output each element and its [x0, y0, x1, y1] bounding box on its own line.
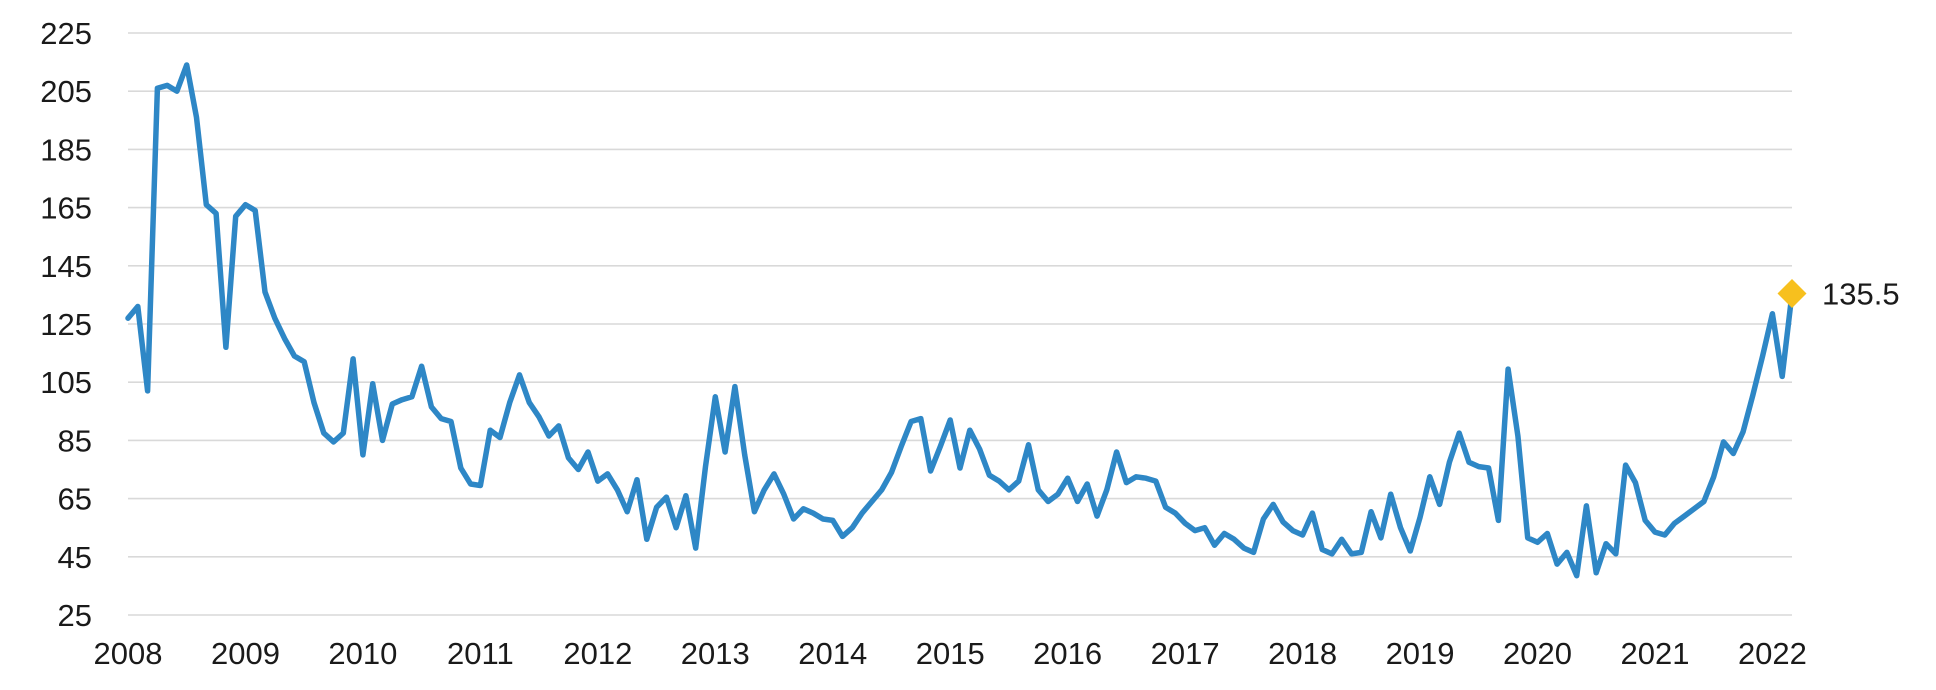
x-tick-label: 2015 [916, 636, 985, 671]
last-value-diamond-marker [1777, 278, 1807, 308]
x-tick-label: 2022 [1738, 636, 1807, 671]
y-tick-label: 185 [40, 132, 92, 167]
y-tick-label: 225 [40, 16, 92, 51]
x-tick-label: 2011 [447, 636, 514, 671]
x-tick-label: 2010 [328, 636, 397, 671]
y-axis-labels: 25 45 65 85 105 125 145 165 185 205 225 [40, 16, 92, 633]
x-tick-label: 2018 [1268, 636, 1337, 671]
series-layer [125, 62, 1795, 579]
gridlines-layer [128, 32, 1792, 616]
y-tick-label: 45 [58, 540, 92, 575]
y-tick-label: 65 [58, 482, 92, 517]
x-axis-labels: 2008 2009 2010 2011 2012 2013 2014 2015 2016 2017… [94, 636, 1807, 671]
x-tick-label: 2020 [1503, 636, 1572, 671]
x-tick-label: 2012 [563, 636, 632, 671]
y-tick-label: 25 [58, 598, 92, 633]
y-tick-label: 145 [40, 249, 92, 284]
series-line [125, 62, 1795, 579]
x-tick-label: 2013 [681, 636, 750, 671]
x-tick-label: 2017 [1151, 636, 1220, 671]
x-tick-label: 2014 [798, 636, 867, 671]
x-tick-label: 2009 [211, 636, 280, 671]
y-tick-label: 125 [40, 307, 92, 342]
last-value-label: 135.5 [1822, 276, 1900, 311]
x-tick-label: 2019 [1386, 636, 1455, 671]
x-tick-label: 2008 [94, 636, 163, 671]
y-tick-label: 165 [40, 191, 92, 226]
x-tick-label: 2021 [1620, 636, 1689, 671]
x-tick-label: 2016 [1033, 636, 1102, 671]
y-tick-label: 205 [40, 74, 92, 109]
y-tick-label: 85 [58, 423, 92, 458]
last-value-marker-layer [1777, 278, 1807, 308]
y-tick-label: 105 [40, 365, 92, 400]
